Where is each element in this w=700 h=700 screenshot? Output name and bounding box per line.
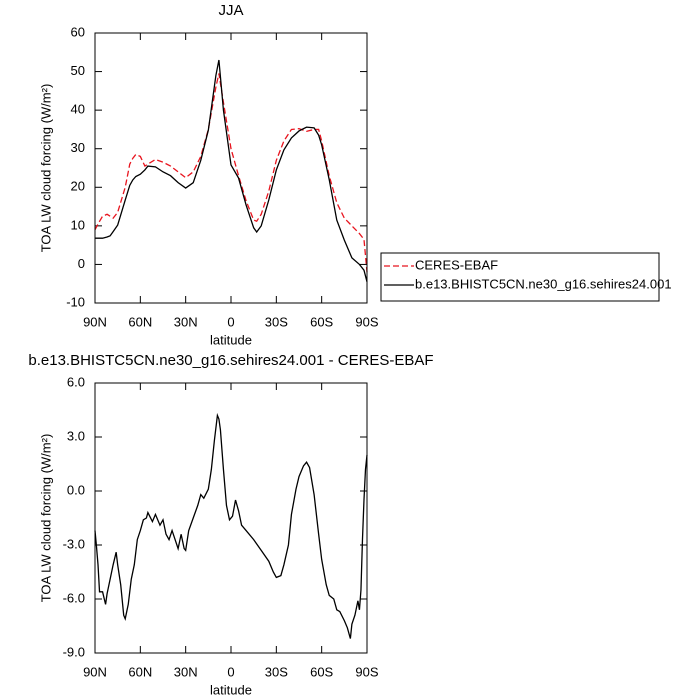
x-tick-label: 90S xyxy=(355,664,378,679)
y-tick-label: -9.0 xyxy=(63,644,85,659)
plot-frame xyxy=(94,382,368,654)
y-tick-label: -3.0 xyxy=(63,536,85,551)
y-tick-label: 3.0 xyxy=(67,428,85,443)
x-tick-label: 0 xyxy=(227,314,234,329)
y-tick-label: 10 xyxy=(71,217,85,232)
y-tick-label: 60 xyxy=(71,24,85,39)
data-line xyxy=(94,412,368,639)
x-tick-label: 30N xyxy=(174,314,198,329)
y-tick-label: 6.0 xyxy=(67,374,85,389)
legend-box xyxy=(380,252,660,302)
y-axis-label: TOA LW cloud forcing (W/m²) xyxy=(38,434,53,603)
y-axis-label: TOA LW cloud forcing (W/m²) xyxy=(38,84,53,253)
x-tick-label: 90S xyxy=(355,314,378,329)
plot-frame xyxy=(94,32,368,304)
data-line xyxy=(95,59,368,282)
x-axis-label: latitude xyxy=(210,332,252,347)
x-tick-label: 60S xyxy=(310,664,333,679)
x-tick-label: 30S xyxy=(265,314,288,329)
x-tick-label: 60S xyxy=(310,314,333,329)
chart-title: b.e13.BHISTC5CN.ne30_g16.sehires24.001 -… xyxy=(28,352,433,369)
x-tick-label: 90N xyxy=(83,314,107,329)
legend-label: CERES-EBAF xyxy=(415,257,498,272)
x-tick-label: 60N xyxy=(128,664,152,679)
chart-title: JJA xyxy=(218,2,243,19)
x-tick-label: 90N xyxy=(83,664,107,679)
y-tick-label: 50 xyxy=(71,63,85,78)
data-line xyxy=(94,73,368,273)
x-tick-label: 30N xyxy=(174,664,198,679)
y-tick-label: 0 xyxy=(78,256,85,271)
legend-label: b.e13.BHISTC5CN.ne30_g16.sehires24.001 xyxy=(415,276,672,291)
y-tick-label: -6.0 xyxy=(63,590,85,605)
y-tick-label: 40 xyxy=(71,102,85,117)
y-tick-label: 30 xyxy=(71,140,85,155)
y-tick-label: -10 xyxy=(66,294,85,309)
y-tick-label: 0.0 xyxy=(67,482,85,497)
x-axis-label: latitude xyxy=(210,682,252,697)
x-tick-label: 30S xyxy=(265,664,288,679)
x-tick-label: 0 xyxy=(227,664,234,679)
x-tick-label: 60N xyxy=(128,314,152,329)
y-tick-label: 20 xyxy=(71,179,85,194)
